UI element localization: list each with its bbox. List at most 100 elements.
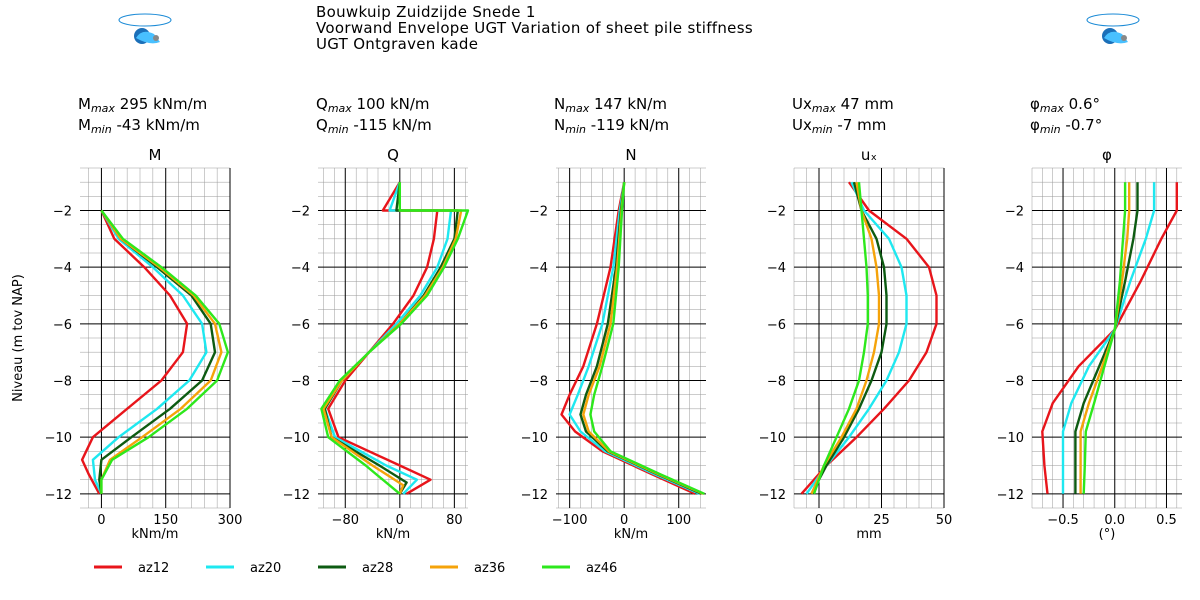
y-tick-label: −10 [283,431,310,446]
n-min-value: -119 kN/m [585,116,670,134]
legend-label-az36: az36 [474,561,505,576]
y-tick-label: −2 [767,205,786,220]
y-tick-label: −6 [529,318,548,333]
series-line-az46 [589,182,705,495]
ux-max-value: 47 mm [835,95,894,113]
y-tick-label: −12 [45,488,72,503]
ux-min-value: -7 mm [832,116,887,134]
panel-title: φ [1102,146,1112,164]
stat-block-n: Nmax 147 kN/m Nmin -119 kN/m [554,95,670,137]
y-tick-label: −4 [767,261,786,276]
y-tick-label: −4 [291,261,310,276]
x-tick-label: 0 [396,513,404,528]
series-line-az36 [100,209,223,494]
x-tick-label: 100 [666,513,691,528]
stat-block-phi: φmax 0.6° φmin -0.7° [1030,95,1103,137]
y-tick-label: −8 [767,375,786,390]
legend: az12 az20 az28 az36 az46 [94,561,617,576]
series-line-az20 [1061,182,1156,494]
y-axis-label: Niveau (m tov NAP) [11,274,26,402]
y-tick-label: −4 [53,261,72,276]
x-tick-label: 0.0 [1104,513,1125,528]
q-min-value: -115 kN/m [348,116,432,134]
x-tick-label: 0.5 [1156,513,1177,528]
y-tick-label: −6 [767,318,786,333]
x-tick-label: −0.5 [1047,513,1079,528]
y-tick-label: −12 [759,488,786,503]
panel-title: uₓ [861,146,877,164]
stat-block-ux: Uxmax 47 mm Uxmin -7 mm [792,95,894,137]
series-line-az36 [810,181,881,495]
y-tick-label: −4 [1005,261,1024,276]
y-tick-label: −6 [291,318,310,333]
x-tick-label: 300 [218,513,243,528]
x-tick-label: 150 [153,513,178,528]
y-tick-label: −10 [997,431,1024,446]
x-tick-label: 0 [815,513,823,528]
title-line-3: UGT Ontgraven kade [316,35,479,53]
m-min-value: -43 kNm/m [111,116,200,134]
series-line-az20 [805,181,908,495]
series-line-az46 [100,209,230,494]
x-axis-label: kN/m [614,527,648,542]
x-tick-label: 0 [620,513,628,528]
x-axis-label: kNm/m [132,527,179,542]
y-tick-label: −12 [283,488,310,503]
series-line-az20 [91,209,208,495]
x-axis-label: kN/m [376,527,410,542]
panel-title: N [625,146,636,164]
legend-label-az28: az28 [362,561,393,576]
panel-title: M [149,146,162,164]
y-tick-label: −12 [997,488,1024,503]
phi-max-value: 0.6° [1063,95,1100,113]
x-axis-label: mm [856,527,881,542]
series-line-az28 [810,181,888,495]
y-tick-label: −8 [291,375,310,390]
m-max-value: 295 kNm/m [114,95,208,113]
y-tick-label: −8 [53,375,72,390]
n-max-value: 147 kN/m [589,95,667,113]
y-tick-label: −10 [759,431,786,446]
stat-block-q: Qmax 100 kN/m Qmin -115 kN/m [316,95,432,137]
y-tick-label: −2 [1005,205,1024,220]
panel-title: Q [387,146,399,164]
panel-1: −2 −4 −6 −8 −10 −12 −80 0 80 QkN/m [283,146,470,542]
x-tick-label: 0 [97,513,105,528]
series-line-az12 [327,181,439,495]
y-tick-label: −10 [45,431,72,446]
legend-label-az20: az20 [250,561,281,576]
y-tick-label: −2 [529,205,548,220]
series-line-az12 [1041,182,1179,494]
x-tick-label: 25 [873,513,890,528]
series-line-az28 [1074,182,1139,494]
series-line-az46 [1082,182,1127,494]
x-tick-label: −100 [552,513,588,528]
chart-title: Bouwkuip Zuidzijde Snede 1 Voorwand Enve… [316,4,753,52]
y-tick-label: −2 [53,205,72,220]
y-tick-label: −8 [529,375,548,390]
panel-3: −2 −4 −6 −8 −10 −12 0 25 50 uₓ mm [759,146,953,542]
title-line-1: Bouwkuip Zuidzijde Snede 1 [316,3,536,21]
panel-2: −2 −4 −6 −8 −10 −12 −100 0 100 NkN/m [521,146,706,542]
y-tick-label: −2 [291,205,310,220]
x-tick-label: −80 [332,513,359,528]
legend-label-az12: az12 [138,561,169,576]
series-line-az12 [80,210,189,495]
y-tick-label: −4 [529,261,548,276]
y-tick-label: −10 [521,431,548,446]
q-max-value: 100 kN/m [351,95,430,113]
y-tick-label: −6 [53,318,72,333]
y-tick-label: −12 [521,488,548,503]
panel-4: −2 −4 −6 −8 −10 −12 −0.5 0.0 0.5 φ (°) [997,146,1182,542]
series-line-az46 [812,182,869,495]
x-axis-label: (°) [1099,527,1116,542]
stat-block-m: Mmax 295 kNm/m Mmin -43 kNm/m [78,95,208,137]
title-line-2: Voorwand Envelope UGT Variation of sheet… [316,19,753,37]
y-tick-label: −8 [1005,375,1024,390]
company-logo-left [114,8,176,48]
series-line-az46 [320,182,470,495]
y-tick-label: −6 [1005,318,1024,333]
phi-min-value: -0.7° [1060,116,1103,134]
